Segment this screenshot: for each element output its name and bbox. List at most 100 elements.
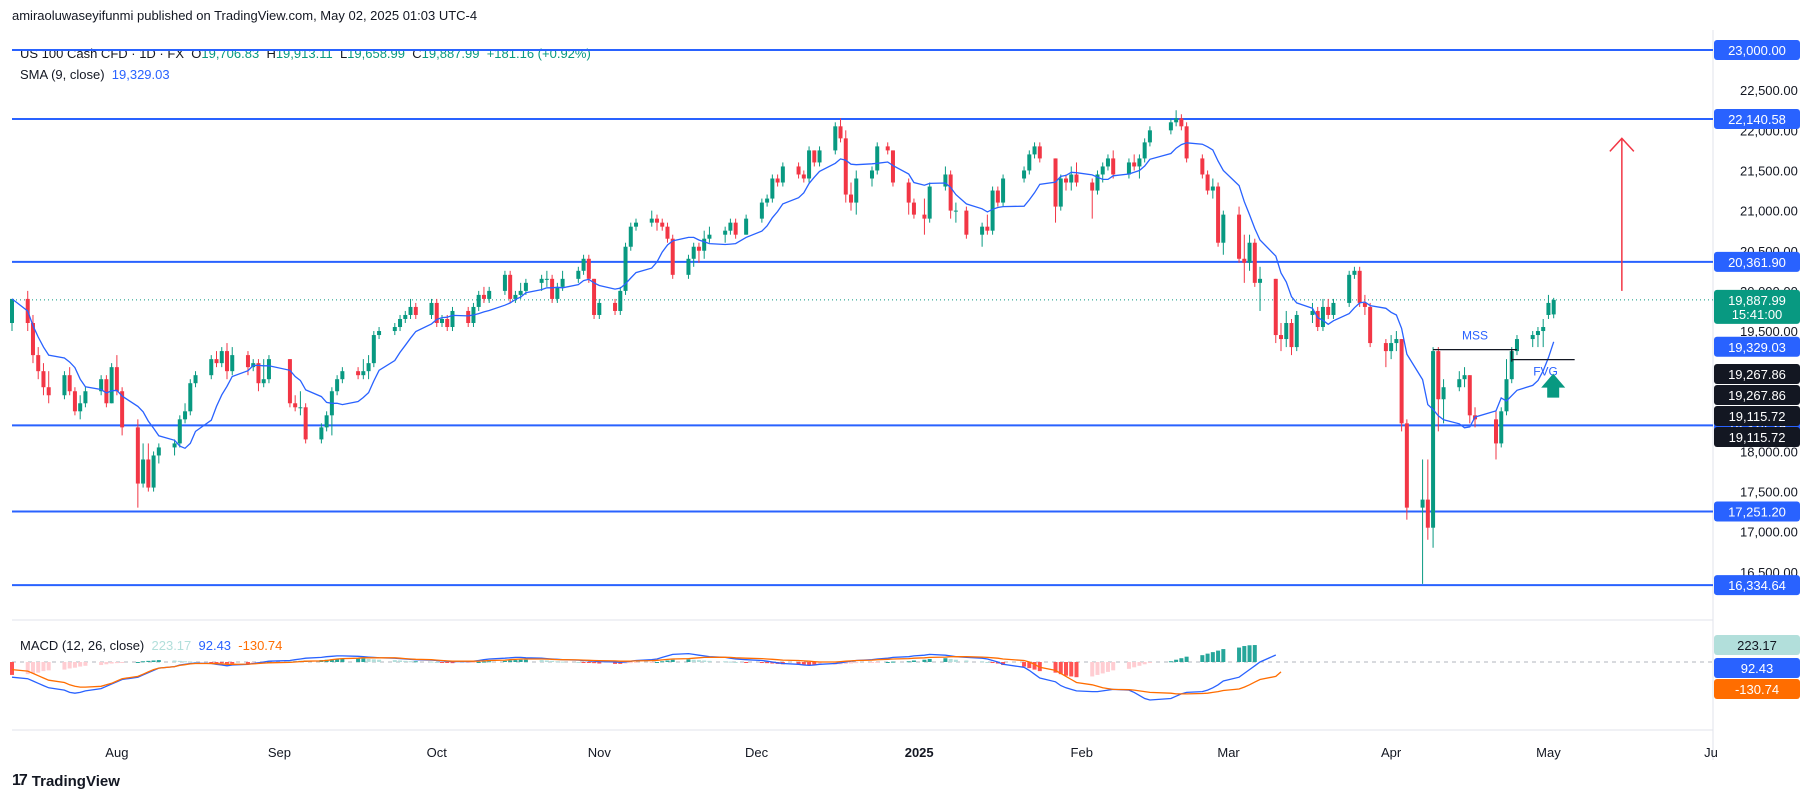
candle-up[interactable] (581, 258, 586, 271)
candle-up[interactable] (770, 178, 775, 199)
candle-up[interactable] (1294, 314, 1299, 348)
candle-down[interactable] (30, 323, 35, 356)
candle-up[interactable] (1389, 343, 1394, 352)
candle-up[interactable] (209, 359, 214, 376)
candle-up[interactable] (1310, 310, 1315, 315)
candle-up[interactable] (1462, 375, 1467, 380)
candle-down[interactable] (911, 202, 916, 215)
candle-up[interactable] (1221, 214, 1226, 243)
candle-down[interactable] (696, 246, 701, 251)
candle-up[interactable] (728, 222, 733, 231)
candle-down[interactable] (303, 407, 308, 440)
candle-up[interactable] (502, 274, 507, 291)
candle-up[interactable] (1095, 174, 1100, 191)
candle-up[interactable] (1394, 339, 1399, 344)
candle-down[interactable] (1494, 419, 1499, 444)
candle-down[interactable] (481, 294, 486, 299)
candle-up[interactable] (366, 363, 371, 372)
candle-up[interactable] (1126, 162, 1131, 175)
candle-up[interactable] (597, 302, 602, 315)
candle-up[interactable] (183, 411, 188, 420)
candle-up[interactable] (618, 290, 623, 311)
candle-down[interactable] (356, 371, 361, 376)
candle-up[interactable] (487, 290, 492, 299)
candle-up[interactable] (1331, 302, 1336, 315)
candle-up[interactable] (628, 226, 633, 247)
candle-up[interactable] (1441, 387, 1446, 400)
candle-up[interactable] (324, 415, 329, 428)
candle-down[interactable] (46, 387, 51, 396)
candle-down[interactable] (922, 214, 927, 219)
candle-up[interactable] (1032, 146, 1037, 155)
candle-down[interactable] (36, 355, 41, 372)
candle-down[interactable] (1200, 158, 1205, 175)
candle-up[interactable] (634, 222, 639, 227)
candle-up[interactable] (429, 302, 434, 315)
candle-up[interactable] (172, 443, 177, 448)
candle-up[interactable] (219, 351, 224, 364)
candle-up[interactable] (1142, 142, 1147, 159)
candle-up[interactable] (1530, 335, 1535, 340)
candle-down[interactable] (1279, 335, 1284, 340)
candle-up[interactable] (1210, 186, 1215, 191)
candle-up[interactable] (230, 355, 235, 372)
candle-down[interactable] (1436, 351, 1441, 400)
candle-up[interactable] (1431, 351, 1436, 528)
candle-down[interactable] (1179, 118, 1184, 127)
candle-down[interactable] (985, 226, 990, 231)
candle-up[interactable] (99, 379, 104, 392)
candle-up[interactable] (377, 331, 382, 336)
candle-up[interactable] (869, 170, 874, 179)
macd-signal-line[interactable] (11, 656, 1282, 695)
candle-up[interactable] (340, 371, 345, 380)
candle-up[interactable] (403, 314, 408, 319)
candle-down[interactable] (1242, 258, 1247, 263)
candle-up[interactable] (1174, 118, 1179, 123)
candle-up[interactable] (817, 150, 822, 163)
candle-up[interactable] (1027, 154, 1032, 171)
candle-up[interactable] (151, 455, 156, 488)
candle-down[interactable] (1368, 306, 1373, 344)
candle-down[interactable] (413, 306, 418, 315)
candle-down[interactable] (665, 226, 670, 239)
candle-down[interactable] (41, 371, 46, 388)
candle-down[interactable] (964, 210, 969, 235)
candle-down[interactable] (104, 379, 109, 404)
candle-up[interactable] (875, 146, 880, 171)
candle-up[interactable] (1499, 411, 1504, 444)
candle-up[interactable] (1509, 351, 1514, 380)
candle-down[interactable] (775, 178, 780, 183)
candle-down[interactable] (586, 258, 591, 279)
candle-up[interactable] (576, 270, 581, 279)
candle-up[interactable] (1320, 306, 1325, 328)
candle-up[interactable] (1546, 302, 1551, 315)
candle-up[interactable] (361, 371, 366, 376)
candle-up[interactable] (1137, 158, 1142, 167)
candle-up[interactable] (109, 367, 114, 404)
candle-down[interactable] (1404, 423, 1409, 508)
candle-up[interactable] (1551, 299, 1556, 315)
candle-up[interactable] (943, 174, 948, 187)
candle-down[interactable] (1216, 186, 1221, 243)
candle-up[interactable] (1058, 178, 1063, 207)
candle-down[interactable] (1399, 339, 1404, 424)
candle-up[interactable] (927, 186, 932, 219)
candle-down[interactable] (214, 359, 219, 364)
candle-up[interactable] (780, 166, 785, 183)
candle-up[interactable] (523, 282, 528, 291)
candle-up[interactable] (649, 218, 654, 223)
candle-up[interactable] (476, 294, 481, 307)
candle-down[interactable] (287, 359, 292, 404)
candle-down[interactable] (434, 302, 439, 323)
candle-up[interactable] (371, 335, 376, 364)
candle-up[interactable] (1457, 379, 1462, 388)
candle-up[interactable] (177, 419, 182, 444)
candle-up[interactable] (450, 310, 455, 328)
candle-down[interactable] (995, 190, 1000, 203)
candle-up[interactable] (1541, 327, 1546, 332)
candle-up[interactable] (1347, 274, 1352, 303)
candle-down[interactable] (1289, 323, 1294, 348)
candle-up[interactable] (623, 246, 628, 291)
candle-down[interactable] (72, 391, 77, 412)
candle-up[interactable] (1284, 323, 1289, 340)
